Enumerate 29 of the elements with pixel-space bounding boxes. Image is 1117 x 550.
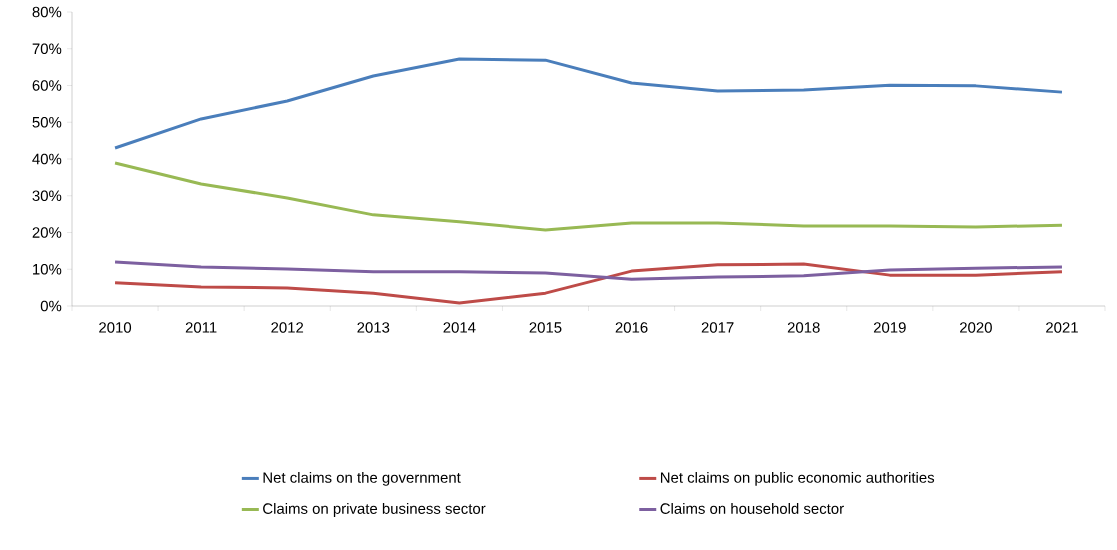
- x-tick-label: 2013: [357, 322, 390, 333]
- x-tick-label: 2012: [271, 322, 304, 333]
- x-tick-label: 2014: [443, 322, 476, 333]
- legend-label: Net claims on the government: [263, 471, 461, 486]
- x-tick-label: 2019: [873, 322, 906, 333]
- y-tick-label: 70%: [32, 43, 62, 55]
- x-tick-label: 2021: [1046, 322, 1078, 333]
- y-tick-label: 0%: [40, 300, 62, 312]
- legend-label: Claims on household sector: [660, 502, 844, 514]
- y-tick-label: 80%: [32, 6, 62, 18]
- x-tick-label: 2011: [185, 322, 217, 333]
- x-tick-label: 2015: [529, 322, 562, 333]
- legend-label: Net claims on public economic authorities: [660, 471, 935, 486]
- y-tick-label: 50%: [32, 116, 62, 128]
- legend-label: Claims on private business sector: [263, 502, 486, 517]
- y-tick-label: 10%: [33, 263, 62, 275]
- y-tick-label: 40%: [32, 153, 62, 165]
- x-tick-label: 2016: [615, 322, 648, 333]
- x-tick-label: 2017: [701, 322, 734, 333]
- y-tick-label: 60%: [32, 80, 62, 91]
- y-tick-label: 20%: [32, 227, 62, 238]
- line-series: [113, 57, 1064, 150]
- y-tick-label: 30%: [32, 190, 62, 202]
- x-tick-label: 2020: [960, 322, 992, 333]
- line-series: [113, 161, 1064, 232]
- x-tick-label: 2018: [787, 322, 820, 333]
- x-tick-label: 2010: [99, 322, 132, 333]
- line-series: [113, 262, 1064, 305]
- line-series: [113, 260, 1064, 281]
